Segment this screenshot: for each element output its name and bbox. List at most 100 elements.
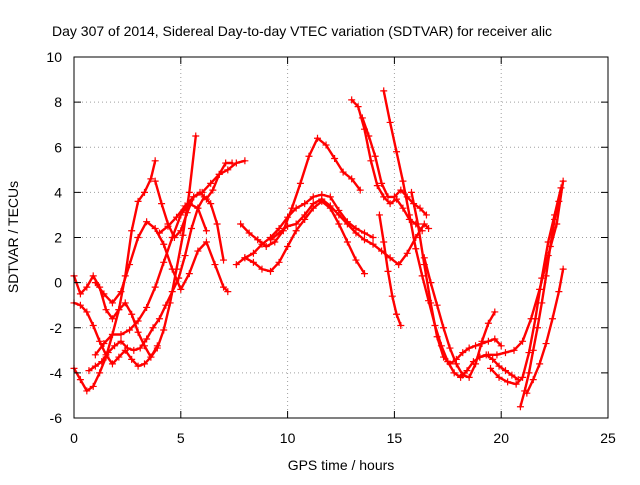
data-point <box>108 315 116 323</box>
y-tick-label: -4 <box>50 365 63 381</box>
data-point <box>76 301 84 309</box>
data-point <box>427 299 435 307</box>
data-point <box>484 351 492 359</box>
data-point <box>126 261 134 269</box>
data-point <box>335 220 343 228</box>
data-point <box>418 272 426 280</box>
series-track-17 <box>407 188 505 368</box>
data-point <box>365 132 373 140</box>
data-point <box>271 238 279 246</box>
data-point <box>292 220 300 228</box>
data-point <box>489 355 497 363</box>
data-point <box>275 258 283 266</box>
data-point <box>369 234 377 241</box>
data-point <box>369 240 377 248</box>
data-point <box>83 283 91 291</box>
series-track-9 <box>237 134 364 251</box>
data-point <box>493 351 501 359</box>
data-point <box>207 200 215 208</box>
data-point <box>397 186 405 194</box>
data-point <box>284 243 292 251</box>
data-point <box>108 331 116 339</box>
data-point <box>249 249 257 257</box>
data-point <box>160 258 168 266</box>
data-point <box>76 290 84 298</box>
data-point <box>96 337 104 345</box>
y-tick-label: 10 <box>46 49 62 65</box>
data-point <box>134 362 142 370</box>
data-point <box>331 155 339 163</box>
data-point <box>301 200 309 208</box>
data-point <box>194 204 202 212</box>
data-point <box>202 227 210 235</box>
data-point <box>525 369 533 377</box>
data-point <box>164 220 172 228</box>
data-point <box>420 254 428 262</box>
data-point <box>478 337 486 345</box>
data-point <box>179 231 187 239</box>
data-point <box>386 254 394 262</box>
data-point <box>177 227 185 235</box>
data-point <box>326 202 334 210</box>
series-line <box>87 195 225 372</box>
data-point <box>476 353 484 361</box>
data-point <box>143 218 151 226</box>
data-point <box>559 177 567 185</box>
grid <box>74 57 608 418</box>
data-point <box>117 331 125 339</box>
data-point <box>305 152 313 160</box>
data-point <box>196 188 204 196</box>
data-point <box>555 288 563 296</box>
data-point <box>373 182 381 190</box>
data-point <box>100 290 108 298</box>
data-point <box>388 292 396 300</box>
data-point <box>222 159 230 167</box>
tick-labels: 0 5 10 15 20 25 -6 -4 -2 0 2 4 6 8 10 <box>46 49 616 446</box>
data-point <box>108 360 116 368</box>
data-point <box>187 224 195 232</box>
data-point <box>275 229 283 237</box>
data-point <box>207 179 215 187</box>
series-line <box>423 256 496 379</box>
data-point <box>245 229 253 237</box>
data-point <box>134 317 142 325</box>
data-point <box>117 288 125 296</box>
data-point <box>213 220 221 228</box>
data-point <box>504 378 512 386</box>
series-track-15 <box>380 87 522 384</box>
data-point <box>134 328 142 336</box>
data-point <box>484 319 492 327</box>
data-point <box>459 371 467 379</box>
data-point <box>542 272 550 280</box>
data-point <box>378 179 386 187</box>
series-line <box>410 191 503 366</box>
data-point <box>399 204 407 212</box>
x-tick-label: 25 <box>600 430 616 446</box>
data-point <box>284 222 292 230</box>
series-track-13 <box>348 96 426 235</box>
data-point <box>237 220 245 228</box>
data-point <box>433 333 441 341</box>
data-point <box>446 344 454 352</box>
data-point <box>155 229 163 237</box>
data-point <box>531 315 539 323</box>
x-axis-label: GPS time / hours <box>288 457 395 473</box>
data-point <box>104 349 112 357</box>
series-track-8 <box>151 159 236 241</box>
data-point <box>375 211 383 219</box>
data-point <box>96 369 104 377</box>
data-point <box>459 349 467 357</box>
data-point <box>89 321 97 329</box>
data-point <box>414 220 422 228</box>
data-point <box>181 252 189 260</box>
data-point <box>538 299 546 307</box>
data-point <box>326 193 334 201</box>
data-point <box>446 360 454 368</box>
data-point <box>185 270 193 278</box>
data-point <box>472 360 480 368</box>
data-point <box>128 227 136 235</box>
data-point <box>487 364 495 372</box>
series-line <box>72 159 157 393</box>
data-point <box>529 346 537 354</box>
data-point <box>348 175 356 183</box>
